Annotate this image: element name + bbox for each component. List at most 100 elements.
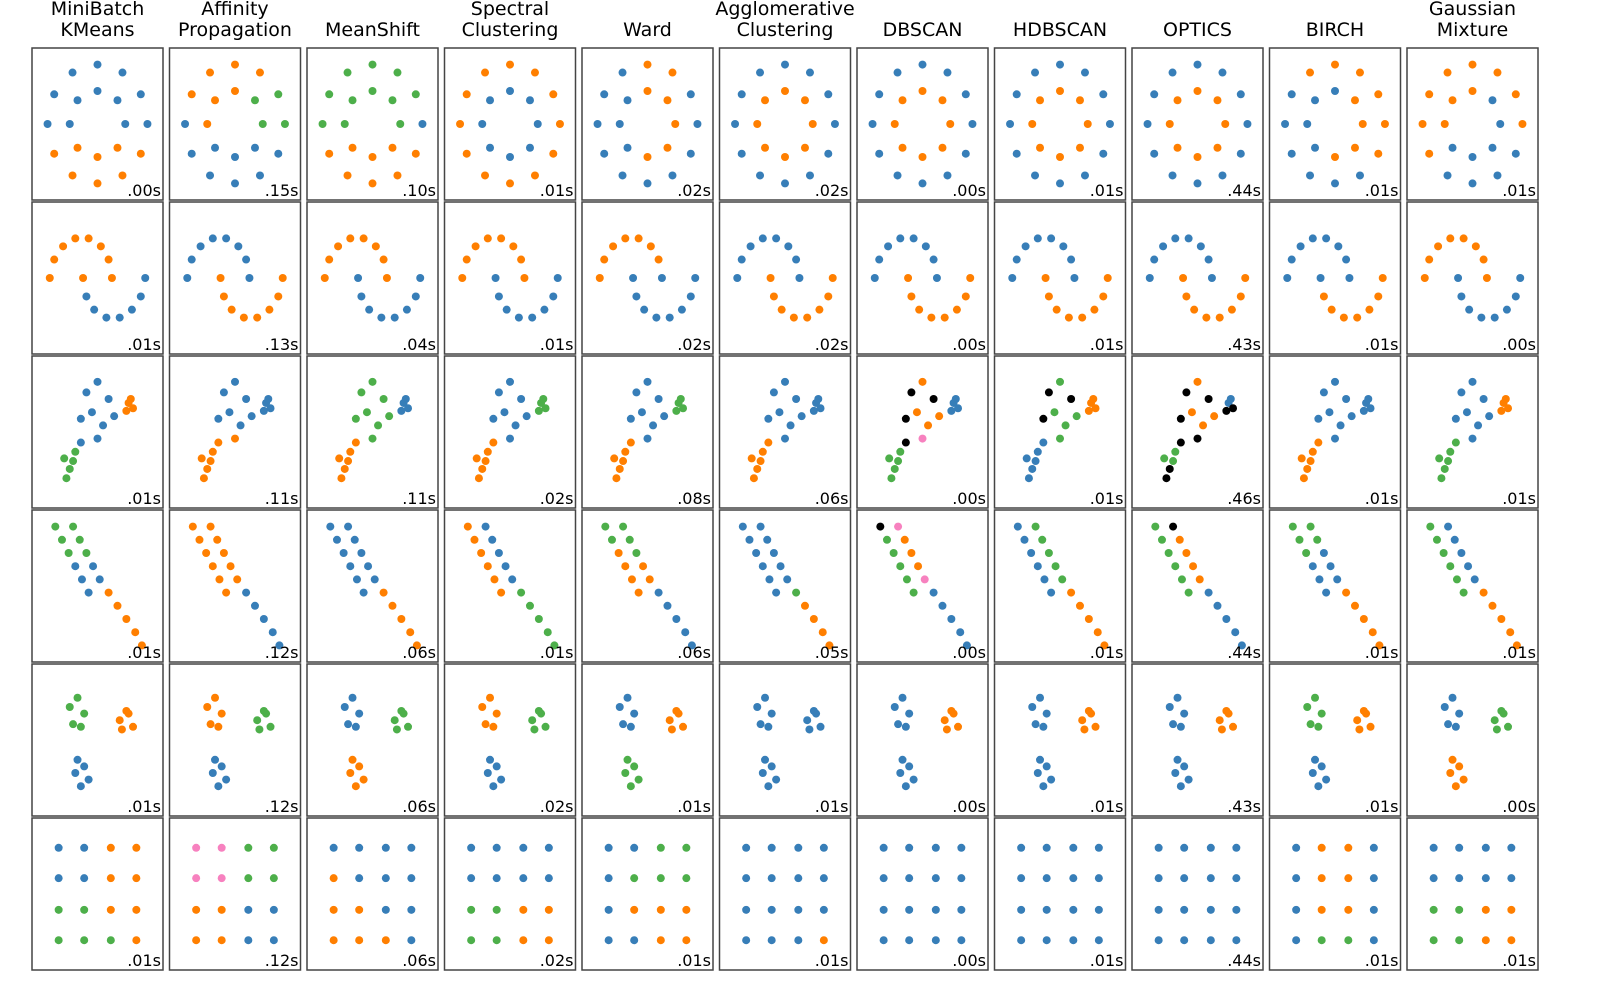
point [643, 60, 652, 69]
point [764, 722, 773, 731]
point [494, 388, 503, 397]
point [344, 522, 353, 531]
point [269, 874, 278, 883]
point [1067, 255, 1076, 264]
point [929, 255, 938, 264]
point [137, 641, 146, 650]
panel-frame [31, 817, 164, 971]
point [478, 120, 487, 128]
point [348, 693, 357, 702]
point [242, 588, 251, 597]
point [411, 149, 420, 158]
point [742, 843, 751, 852]
point [1056, 60, 1064, 69]
point [343, 68, 352, 77]
point [492, 874, 501, 883]
point [371, 242, 380, 251]
point [489, 782, 498, 791]
point [93, 434, 102, 443]
point [71, 447, 80, 456]
point [1027, 549, 1036, 557]
panel-frame [1131, 47, 1264, 201]
point [392, 725, 401, 734]
point [1507, 936, 1516, 945]
point [1150, 149, 1159, 158]
point [110, 412, 119, 421]
point [1039, 782, 1048, 791]
point [1028, 703, 1037, 711]
point [940, 716, 949, 725]
point [805, 725, 814, 734]
point [90, 305, 99, 314]
point [623, 143, 632, 152]
point [219, 292, 228, 301]
point [654, 255, 663, 264]
point [214, 414, 223, 423]
point [1331, 179, 1339, 188]
point [630, 874, 639, 883]
point [1369, 843, 1378, 852]
point [938, 143, 947, 152]
point [1213, 143, 1222, 152]
point [962, 641, 971, 650]
point [940, 313, 949, 322]
point [1459, 775, 1468, 784]
point [952, 305, 961, 314]
point [381, 905, 390, 914]
point [115, 716, 124, 725]
point [1227, 305, 1236, 314]
point [550, 641, 559, 650]
point [1084, 406, 1093, 415]
point [1459, 588, 1468, 597]
point [828, 274, 837, 282]
point [1435, 454, 1444, 463]
point [1213, 96, 1222, 105]
point [889, 549, 898, 557]
point [612, 474, 621, 483]
point [508, 575, 517, 584]
column-title: Spectral [471, 0, 549, 20]
point [776, 562, 785, 571]
point [1237, 641, 1246, 650]
point [896, 562, 905, 571]
point [1353, 716, 1362, 725]
time-label: .04s [402, 335, 436, 354]
point [909, 234, 918, 243]
point [1425, 149, 1434, 158]
point [89, 562, 98, 571]
point [462, 255, 471, 264]
point [555, 120, 564, 128]
time-label: .01s [1365, 951, 1399, 970]
point [1173, 693, 1182, 702]
point [253, 716, 262, 725]
point [1426, 522, 1435, 531]
panel-frame [1406, 817, 1539, 971]
point [665, 313, 674, 322]
point [522, 412, 531, 421]
point [601, 522, 610, 531]
point [786, 421, 795, 430]
point [1317, 905, 1326, 914]
point [1439, 549, 1448, 557]
point [1173, 755, 1182, 764]
panel-frame [1268, 817, 1402, 971]
point [1444, 522, 1453, 531]
point [665, 716, 674, 725]
point [932, 274, 941, 282]
point [1059, 242, 1068, 251]
point [1477, 313, 1486, 322]
point [907, 549, 916, 557]
point [742, 874, 751, 883]
point [231, 60, 239, 69]
point [357, 549, 366, 557]
point [931, 874, 940, 883]
panel-frame [443, 47, 577, 201]
point [1366, 404, 1375, 413]
point [766, 274, 775, 282]
point [901, 782, 910, 791]
point [1516, 274, 1525, 282]
point [777, 305, 786, 314]
point [1187, 408, 1196, 417]
point [652, 313, 661, 322]
point [1236, 292, 1245, 301]
